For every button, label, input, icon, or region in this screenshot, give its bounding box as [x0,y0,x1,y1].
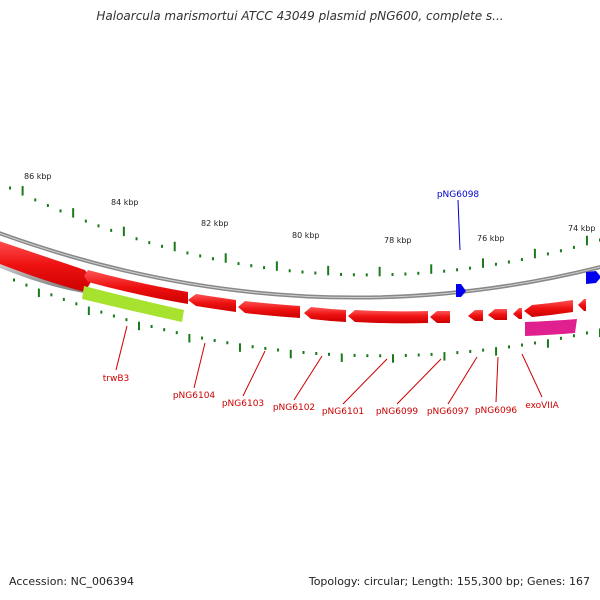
callout-line [115,325,128,371]
outer-tick-ring [9,186,600,277]
scale-labels: 86 kbp 84 kbp 82 kbp 80 kbp 78 kbp 76 kbp 74 k… [24,172,596,245]
gene-segment-left[interactable] [0,238,92,292]
gene-label-pNG6101[interactable]: pNG6101 [322,407,364,417]
gene-pNG6102[interactable] [238,301,300,318]
scale-label: 76 kbp [477,234,505,243]
scale-label: 84 kbp [111,198,139,207]
gene-pNG6103[interactable] [188,294,236,312]
callout-line [342,358,388,405]
gene-small-c[interactable] [578,299,586,311]
scale-label: 74 kbp [568,224,596,233]
callout-line [447,356,478,405]
gene-small-a[interactable] [468,310,483,321]
callout-line [293,355,323,401]
gene-pNG6098[interactable] [456,284,466,297]
gene-pNG6104[interactable] [84,270,188,304]
callout-line [193,342,206,389]
gene-label-pNG6104[interactable]: pNG6104 [173,391,216,401]
gene-pNG6101[interactable] [304,307,346,322]
callout-line [457,199,461,251]
callout-line [242,350,266,397]
scale-label: 80 kbp [292,231,320,240]
accession-label: Accession: NC_006394 [9,575,135,588]
gene-label-pNG6099[interactable]: pNG6099 [376,407,419,417]
gene-label-pNG6098[interactable]: pNG6098 [437,190,480,200]
callout-line [521,353,543,398]
gene-label-pNG6097[interactable]: pNG6097 [427,407,469,417]
backbone-arc-highlight [0,232,600,299]
scale-label: 86 kbp [24,172,52,181]
gene-pNG6096[interactable] [488,309,507,320]
gene-small-b[interactable] [513,308,522,319]
feature-exoVIIA[interactable] [525,319,577,336]
gene-pNG6097[interactable] [430,311,450,323]
gene-label-pNG6102[interactable]: pNG6102 [273,403,315,413]
gene-label-exoVIIA[interactable]: exoVIIA [525,401,559,411]
scale-label: 82 kbp [201,219,229,228]
map-title: Haloarcula marismortui ATCC 43049 plasmi… [96,9,504,23]
gene-pNG6099[interactable] [348,310,428,324]
callout-line [495,356,499,403]
scale-label: 78 kbp [384,236,412,245]
gene-forward-right[interactable] [586,271,600,284]
topology-summary: Topology: circular; Length: 155,300 bp; … [308,575,590,588]
reverse-genes [0,238,586,324]
gene-label-pNG6103[interactable]: pNG6103 [222,399,264,409]
feature-trwB3[interactable] [82,286,184,322]
gene-exoVIIA[interactable] [524,300,573,317]
forward-genes [456,271,600,297]
callout-line [396,358,442,405]
gene-label-trwB3[interactable]: trwB3 [103,374,130,384]
inner-tick-ring [13,278,600,363]
gene-callouts: trwB3 pNG6104 pNG6103 pNG6102 pNG6101 pNG6099… [103,190,560,417]
gene-label-pNG6096[interactable]: pNG6096 [475,406,518,416]
